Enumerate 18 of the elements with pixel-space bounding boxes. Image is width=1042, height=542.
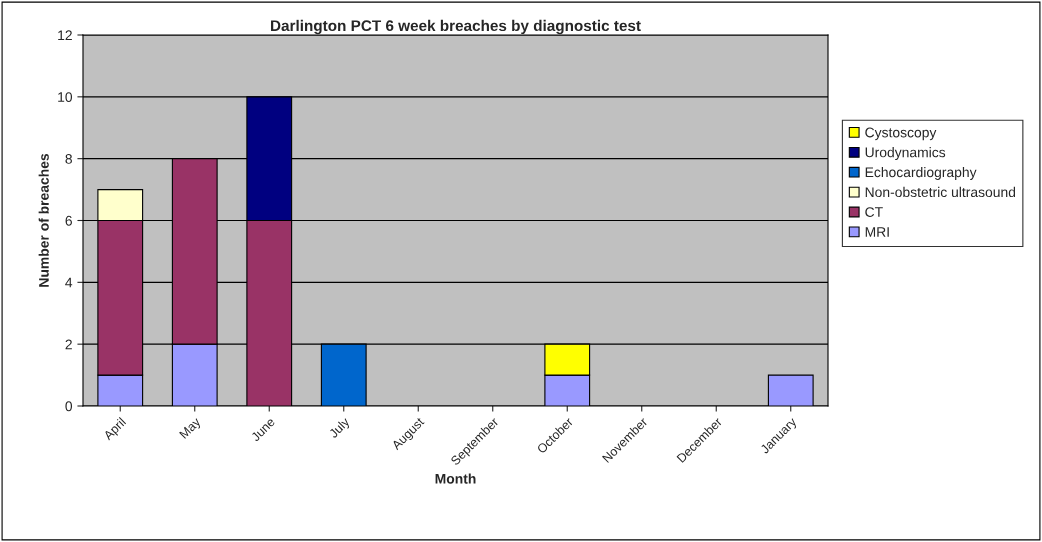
x-axis-title: Month [435, 473, 476, 484]
legend-label: CT [865, 207, 883, 217]
y-tick-label: 6 [65, 215, 72, 226]
x-tick-label: May [179, 416, 203, 441]
legend-label: Cystoscopy [865, 127, 937, 141]
y-tick-label: 10 [58, 92, 73, 102]
y-tick-label: 0 [65, 401, 73, 412]
y-tick-label: 12 [58, 30, 72, 41]
y-tick-label: 2 [65, 339, 72, 350]
legend-label: Echocardiography [865, 166, 977, 180]
legend-label: Non-obstetric ultrasound [865, 186, 1016, 198]
x-tick-label: July [328, 416, 352, 441]
legend-label: Urodynamics [865, 147, 946, 161]
y-tick-label: 8 [65, 154, 72, 164]
legend-label: MRI [865, 227, 889, 237]
y-tick-label: 4 [65, 277, 73, 288]
y-axis-title: Number of breaches [38, 153, 49, 287]
chart-title: Darlington PCT 6 week breaches by diagnostic test [271, 19, 641, 35]
